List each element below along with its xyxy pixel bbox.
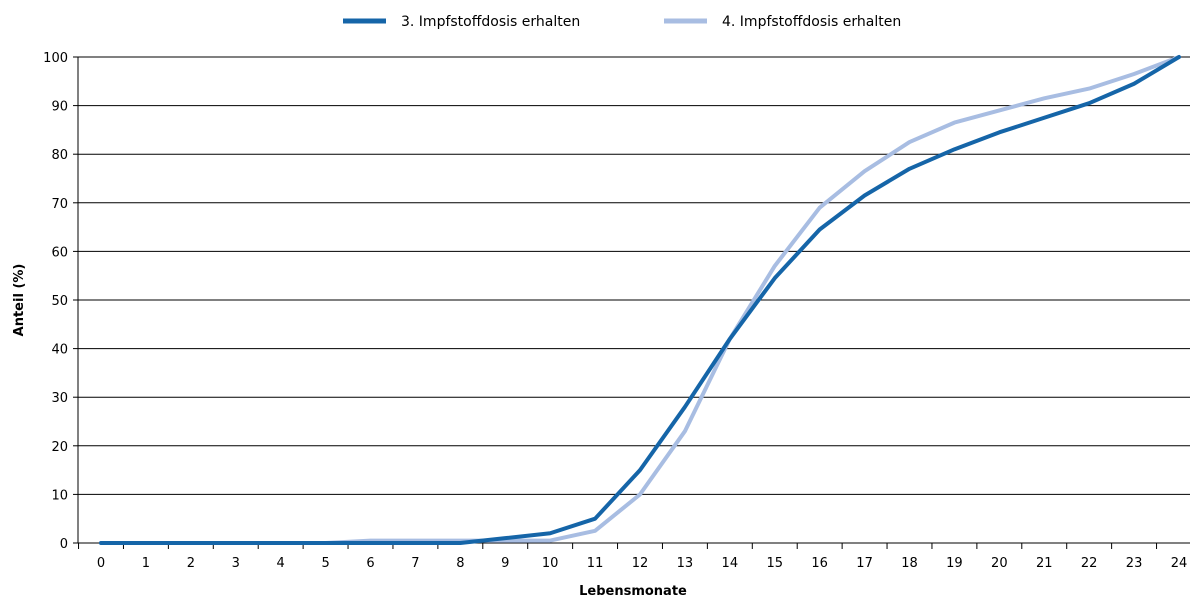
x-tick-label: 12 [632,556,649,571]
x-tick-label: 16 [811,556,828,571]
x-tick-label: 0 [97,556,105,571]
x-tick-label: 1 [142,556,150,571]
y-tick-label: 30 [51,391,68,406]
x-tick-label: 19 [946,556,963,571]
y-tick-label: 100 [43,51,68,66]
x-tick-label: 11 [587,556,604,571]
x-tick-label: 21 [1036,556,1053,571]
x-tick-label: 6 [366,556,374,571]
x-tick-label: 10 [542,556,559,571]
x-tick-label: 24 [1171,556,1188,571]
x-axis: 0 1 2 3 4 5 6 7 8 9 10 11 12 13 14 15 16 17 18 19 20 21 22 23 24 [79,543,1188,571]
x-tick-label: 22 [1081,556,1098,571]
legend-label-4-dose: 4. Impfstoffdosis erhalten [722,14,901,30]
y-tick-label: 0 [60,537,68,552]
x-tick-label: 4 [277,556,285,571]
x-tick-label: 23 [1126,556,1143,571]
y-tick-label: 80 [51,148,68,163]
y-tick-label: 20 [51,440,68,455]
legend: 3. Impfstoffdosis erhalten 4. Impfstoffd… [343,14,901,30]
x-tick-label: 15 [766,556,783,571]
x-tick-label: 14 [722,556,739,571]
x-tick-label: 13 [677,556,694,571]
x-tick-label: 3 [232,556,240,571]
y-tick-label: 90 [51,100,68,115]
y-axis-title: Anteil (%) [12,264,27,337]
x-tick-label: 5 [321,556,329,571]
y-tick-label: 70 [51,197,68,212]
y-tick-label: 10 [51,488,68,503]
y-tick-label: 60 [51,245,68,260]
y-axis-ticks: 0 10 20 30 40 50 60 70 80 90 100 [43,51,78,552]
y-tick-label: 40 [51,343,68,358]
x-tick-label: 8 [456,556,464,571]
y-tick-label: 50 [51,294,68,309]
x-tick-label: 18 [901,556,918,571]
gridlines [78,57,1190,543]
legend-label-3-dose: 3. Impfstoffdosis erhalten [401,14,580,30]
x-tick-label: 9 [501,556,509,571]
x-tick-label: 7 [411,556,419,571]
x-axis-title: Lebensmonate [579,584,687,599]
x-tick-label: 2 [187,556,195,571]
x-tick-label: 20 [991,556,1008,571]
x-tick-label: 17 [856,556,873,571]
